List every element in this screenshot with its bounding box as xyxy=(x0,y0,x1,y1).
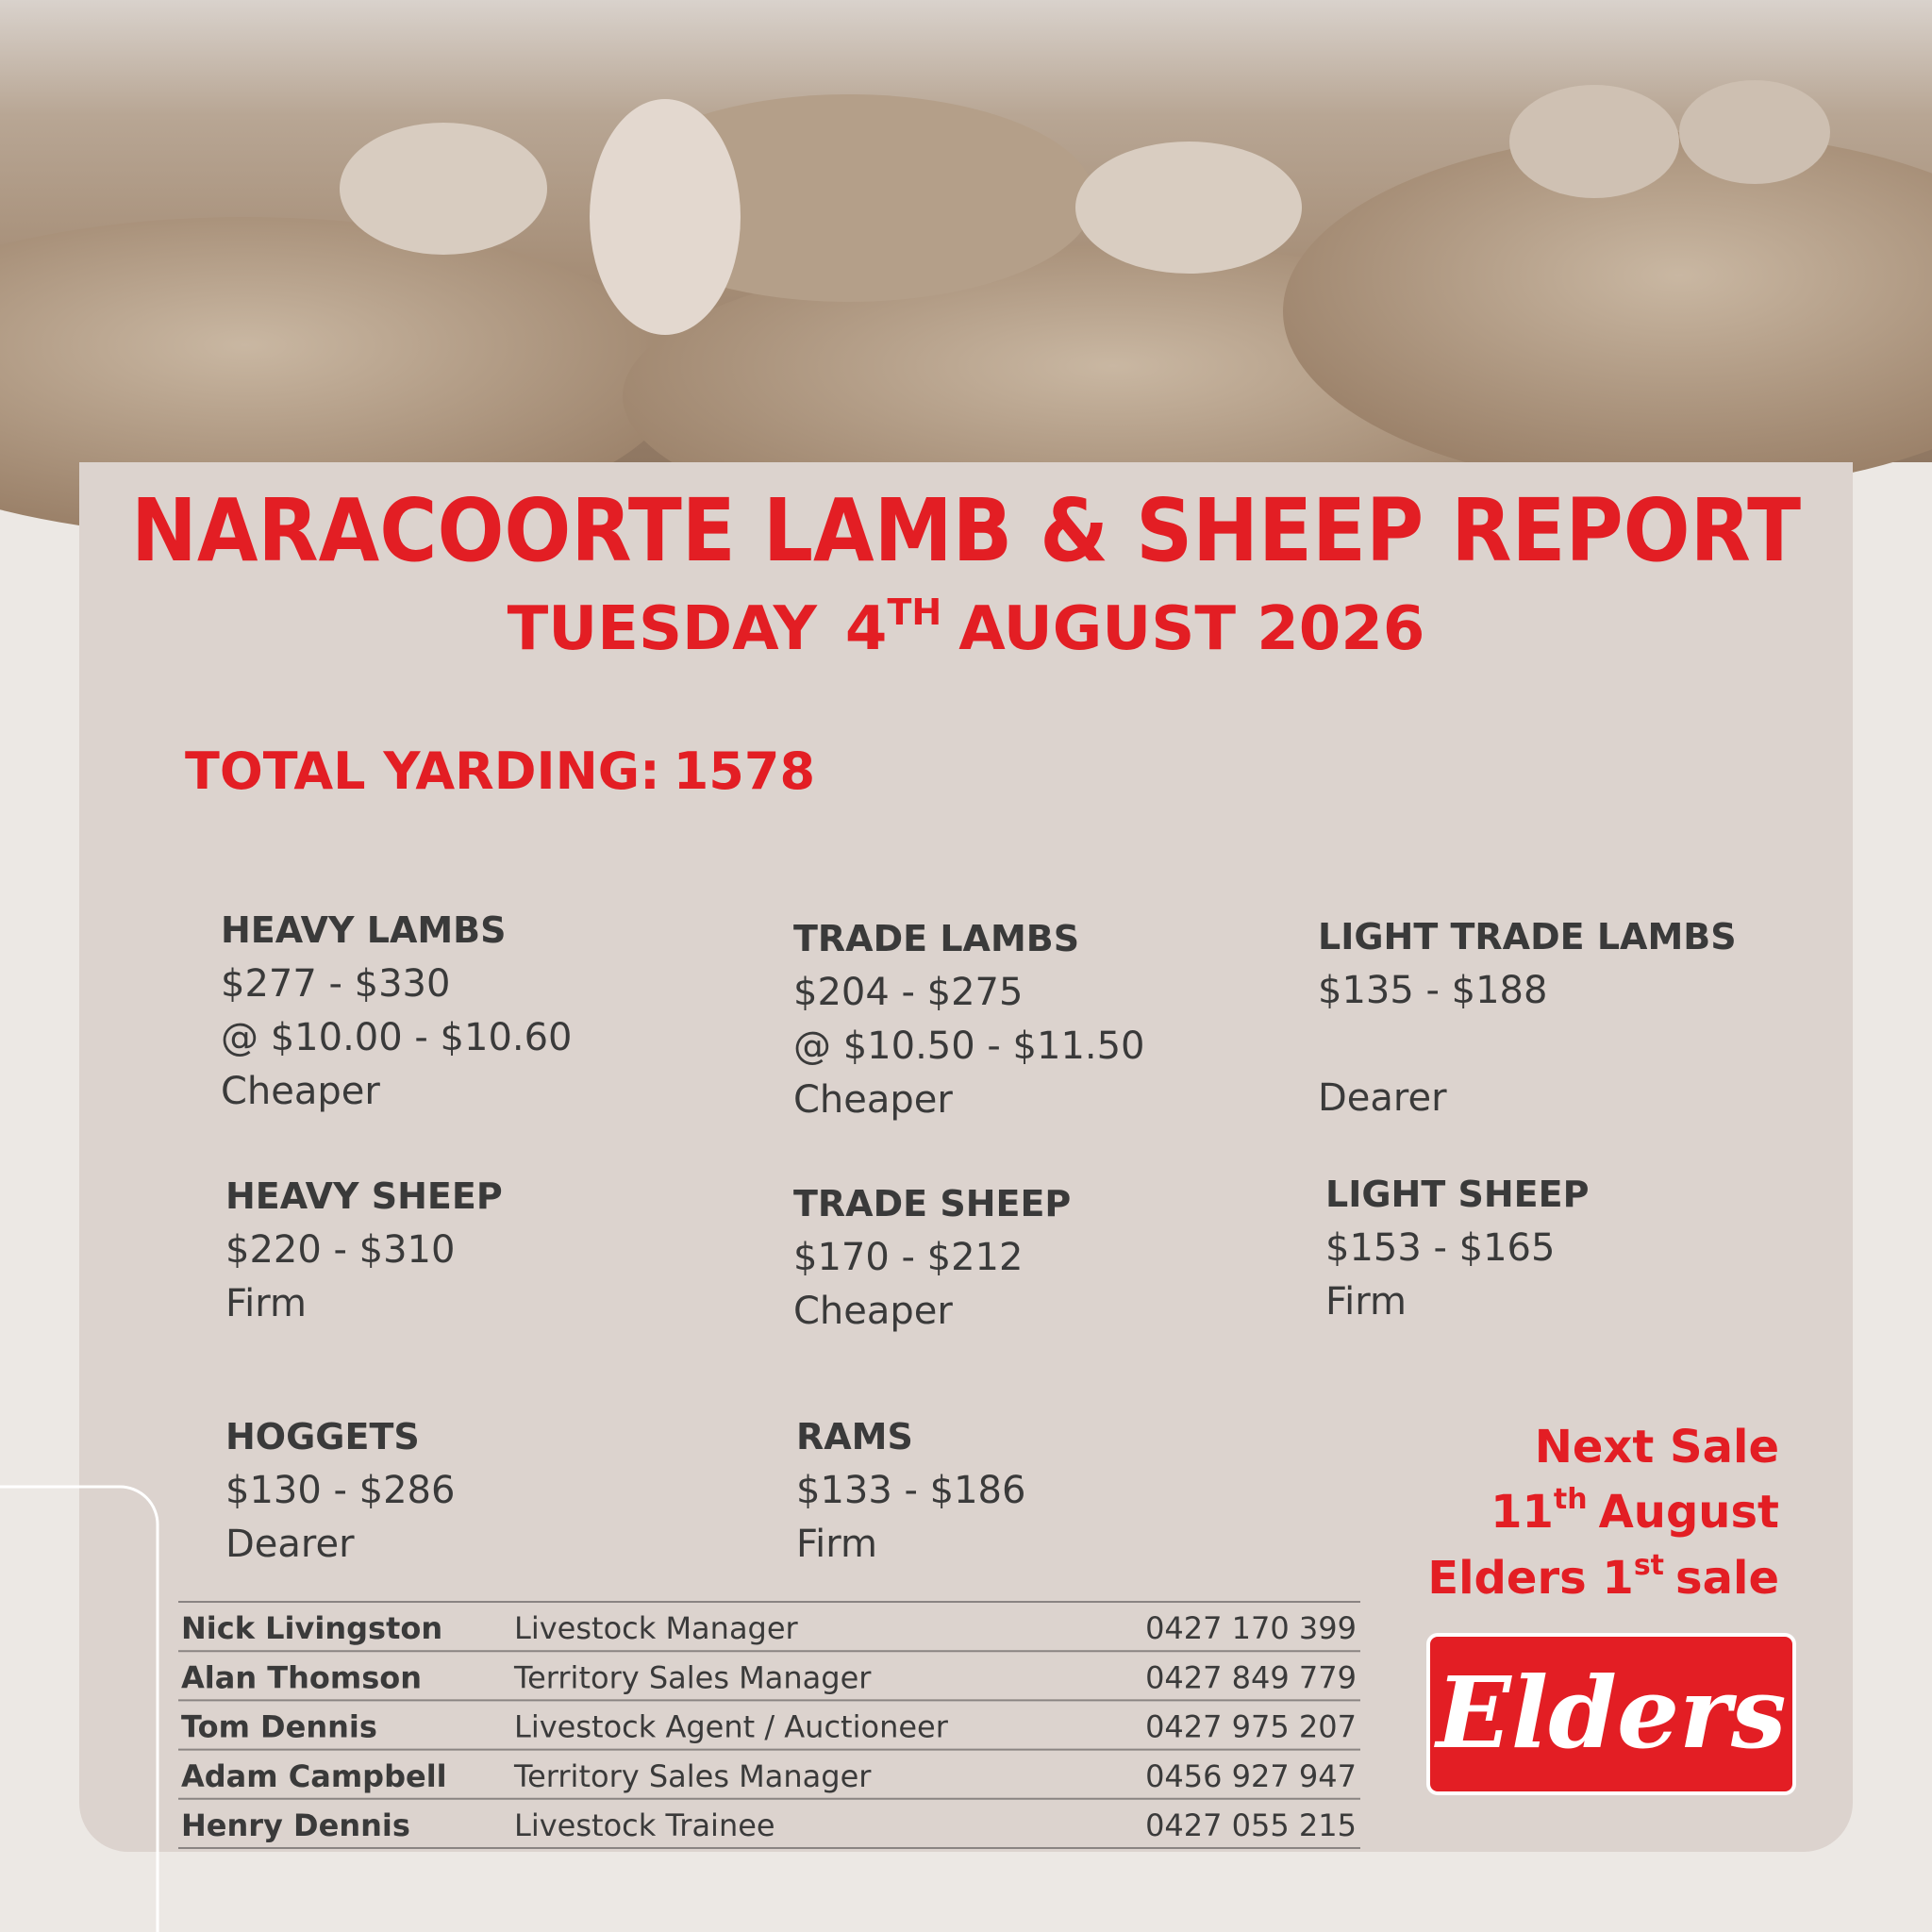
contact-name: Adam Campbell xyxy=(181,1758,447,1794)
category-trend: Cheaper xyxy=(793,1290,953,1333)
date-rest: AUGUST 2026 xyxy=(958,594,1424,664)
contact-role: Territory Sales Manager xyxy=(513,1758,872,1794)
contact-phone: 0427 849 779 xyxy=(1145,1659,1357,1695)
category-name: RAMS xyxy=(796,1416,913,1457)
total-yarding: TOTAL YARDING: 1578 xyxy=(185,741,815,801)
next-sale-heading: Next Sale xyxy=(1535,1421,1779,1474)
report-panel xyxy=(79,462,1853,1852)
category-trend: Firm xyxy=(796,1523,877,1566)
contact-role: Livestock Trainee xyxy=(514,1807,775,1843)
contact-role: Territory Sales Manager xyxy=(513,1659,872,1695)
category-trend: Firm xyxy=(225,1282,307,1325)
category-name: TRADE SHEEP xyxy=(793,1183,1071,1224)
category-name: HEAVY LAMBS xyxy=(221,909,507,951)
category-price: $204 - $275 xyxy=(793,971,1023,1014)
decor-line xyxy=(0,1485,159,1932)
contact-name: Nick Livingston xyxy=(181,1610,442,1646)
date-num: 4 xyxy=(845,594,888,664)
contact-phone: 0456 927 947 xyxy=(1145,1758,1357,1794)
category-price: $220 - $310 xyxy=(225,1228,455,1272)
logo-text: Elders xyxy=(1433,1655,1786,1771)
category-name: TRADE LAMBS xyxy=(793,918,1079,959)
next-sale-suffix: th xyxy=(1554,1483,1588,1516)
category-price: $133 - $186 xyxy=(796,1469,1025,1512)
contact-name: Henry Dennis xyxy=(181,1807,410,1843)
category-price: $130 - $286 xyxy=(225,1469,455,1512)
category-trend: Cheaper xyxy=(221,1070,380,1113)
contact-phone: 0427 055 215 xyxy=(1145,1807,1357,1843)
category-name: HOGGETS xyxy=(225,1416,420,1457)
logo: Elders xyxy=(1426,1633,1796,1795)
next-sale-pre: Elders 1 xyxy=(1427,1552,1634,1605)
next-sale-note-rest: sale xyxy=(1675,1552,1779,1605)
category-name: HEAVY SHEEP xyxy=(225,1175,503,1217)
next-sale-note: Elders 1st sale xyxy=(1427,1549,1779,1605)
sheep-photo xyxy=(0,0,1932,547)
category-rate: @ $10.50 - $11.50 xyxy=(793,1024,1145,1068)
next-sale-num: 11 xyxy=(1491,1486,1554,1539)
contact-phone: 0427 975 207 xyxy=(1145,1709,1357,1745)
contact-phone: 0427 170 399 xyxy=(1145,1610,1357,1646)
contact-name: Alan Thomson xyxy=(181,1659,422,1695)
category-name: LIGHT SHEEP xyxy=(1325,1174,1589,1215)
contact-name: Tom Dennis xyxy=(181,1709,377,1745)
category-price: $277 - $330 xyxy=(221,962,450,1006)
date-day: TUESDAY xyxy=(508,594,818,664)
category-trend: Dearer xyxy=(1318,1076,1447,1120)
contact-role: Livestock Manager xyxy=(514,1610,799,1646)
next-sale-note-suffix: st xyxy=(1634,1549,1664,1582)
category-rate: @ $10.00 - $10.60 xyxy=(221,1016,573,1059)
total-value: 1578 xyxy=(674,741,815,801)
next-sale-date: 11th August xyxy=(1491,1483,1779,1539)
category-price: $153 - $165 xyxy=(1325,1226,1555,1270)
category-trend: Dearer xyxy=(225,1523,355,1566)
title: NARACOORTE LAMB & SHEEP REPORT xyxy=(131,480,1801,581)
next-sale-month: August xyxy=(1599,1486,1779,1539)
category-price: $135 - $188 xyxy=(1318,969,1547,1012)
date-suffix: TH xyxy=(887,591,941,633)
date: TUESDAY 4TH AUGUST 2026 xyxy=(508,591,1425,664)
category-name: LIGHT TRADE LAMBS xyxy=(1318,916,1737,958)
contact-role: Livestock Agent / Auctioneer xyxy=(514,1709,949,1745)
category-trend: Cheaper xyxy=(793,1078,953,1122)
category-price: $170 - $212 xyxy=(793,1236,1023,1279)
category-trend: Firm xyxy=(1325,1280,1407,1324)
total-label: TOTAL YARDING: xyxy=(185,741,660,801)
